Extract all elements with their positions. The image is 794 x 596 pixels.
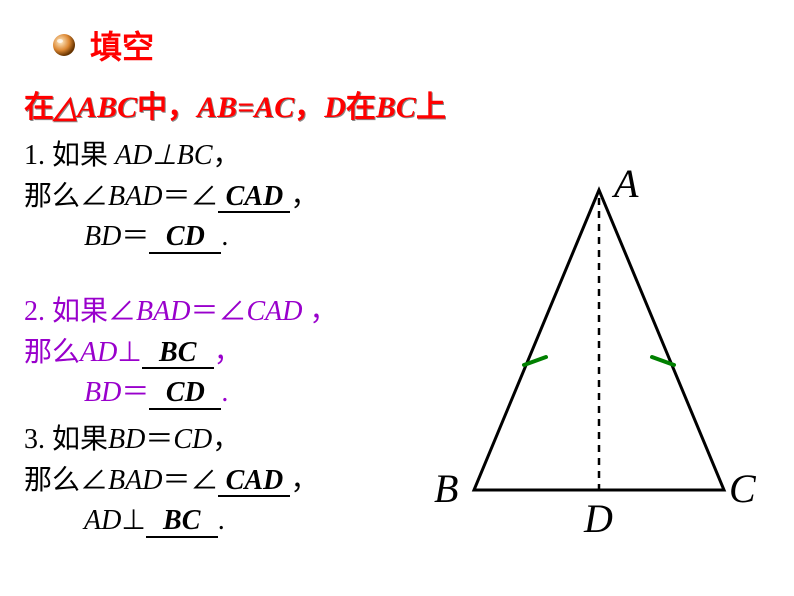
q2-l1a: 如果∠: [52, 296, 136, 327]
q3-ans1: CAD: [218, 466, 290, 497]
vertex-label-b: B: [434, 465, 458, 512]
given-end: 上: [416, 91, 446, 124]
q3-l1c: ＝: [145, 424, 173, 455]
vertex-label-c: C: [729, 465, 756, 512]
q3-ans2: BC: [146, 506, 218, 537]
given-post: 在: [346, 91, 376, 124]
question-1: 1. 如果 AD⊥BC， 那么∠BAD＝∠CAD， BD＝CD.: [24, 136, 318, 258]
q1-ans1: CAD: [218, 182, 290, 213]
given-comma: ，: [294, 91, 324, 124]
q2-l3b: ＝: [121, 377, 149, 408]
q1-l3c: .: [221, 221, 228, 252]
q1-line2: 那么∠BAD＝∠CAD，: [24, 177, 318, 218]
q3-l2a: 那么∠: [24, 465, 108, 496]
q2-l2c: ⊥: [117, 337, 141, 368]
q1-ans2: CD: [149, 222, 221, 253]
q1-line1: 1. 如果 AD⊥BC，: [24, 136, 318, 177]
question-3: 3. 如果BD＝CD， 那么∠BAD＝∠CAD， AD⊥BC.: [24, 420, 318, 542]
triangle-figure: A B C D: [424, 160, 774, 580]
q3-line2: 那么∠BAD＝∠CAD，: [24, 461, 318, 502]
q2-l2b: AD: [80, 337, 117, 368]
q2-l1e: ，: [302, 296, 337, 327]
vertex-label-d: D: [584, 495, 613, 542]
q2-l1c: ＝∠: [190, 296, 246, 327]
given-mid: 中，: [137, 91, 197, 124]
given-tri: △ABC: [54, 91, 137, 124]
q2-line1: 2. 如果∠BAD＝∠CAD ，: [24, 292, 337, 333]
q2-l3c: .: [221, 377, 228, 408]
q2-ans1: BC: [142, 338, 214, 369]
q3-line1: 3. 如果BD＝CD，: [24, 420, 318, 461]
q3-l3c: .: [218, 505, 225, 536]
q1-line3: BD＝CD.: [84, 217, 318, 258]
q1-l3a: BD: [84, 221, 121, 252]
q2-ans2: CD: [149, 378, 221, 409]
q3-num: 3.: [24, 424, 52, 455]
given-statement: 在△ABC中，AB=AC，D在BC上: [24, 82, 446, 126]
bullet-icon: [50, 31, 78, 59]
q2-line3: BD＝CD.: [84, 373, 337, 414]
q3-l1e: ，: [212, 424, 240, 455]
header: 填空: [50, 22, 154, 68]
q1-l3b: ＝: [121, 221, 149, 252]
q3-l1d: CD: [173, 424, 212, 455]
q3-line3: AD⊥BC.: [84, 501, 318, 542]
q3-l2c: ＝∠: [162, 465, 218, 496]
q2-line2: 那么AD⊥BC，: [24, 333, 337, 374]
q3-l1a: 如果: [52, 424, 108, 455]
q3-l3b: ⊥: [121, 505, 145, 536]
question-2: 2. 如果∠BAD＝∠CAD ， 那么AD⊥BC， BD＝CD.: [24, 292, 337, 414]
q1-l2a: 那么∠: [24, 181, 108, 212]
given-bc: BC: [376, 91, 416, 124]
q3-l1b: BD: [108, 424, 145, 455]
q1-l1b: AD⊥BC: [115, 140, 213, 171]
q1-l2d: ，: [290, 181, 318, 212]
q2-l2d: ，: [214, 337, 242, 368]
q3-l3a: AD: [84, 505, 121, 536]
q2-l1b: BAD: [136, 296, 190, 327]
q2-l2a: 那么: [24, 337, 80, 368]
given-d: D: [324, 91, 346, 124]
q1-l1a: 如果: [52, 140, 115, 171]
given-pre: 在: [24, 91, 54, 124]
q2-l1d: CAD: [246, 296, 302, 327]
q1-l1c: ，: [213, 140, 241, 171]
q1-num: 1.: [24, 140, 52, 171]
q1-l2b: BAD: [108, 181, 162, 212]
q2-l3a: BD: [84, 377, 121, 408]
given-eq: AB=AC: [197, 91, 294, 124]
q2-num: 2.: [24, 296, 52, 327]
q3-l2b: BAD: [108, 465, 162, 496]
vertex-label-a: A: [614, 160, 638, 207]
q1-l2c: ＝∠: [162, 181, 218, 212]
header-title: 填空: [90, 22, 154, 68]
triangle-svg: [424, 160, 774, 540]
q3-l2d: ，: [290, 465, 318, 496]
